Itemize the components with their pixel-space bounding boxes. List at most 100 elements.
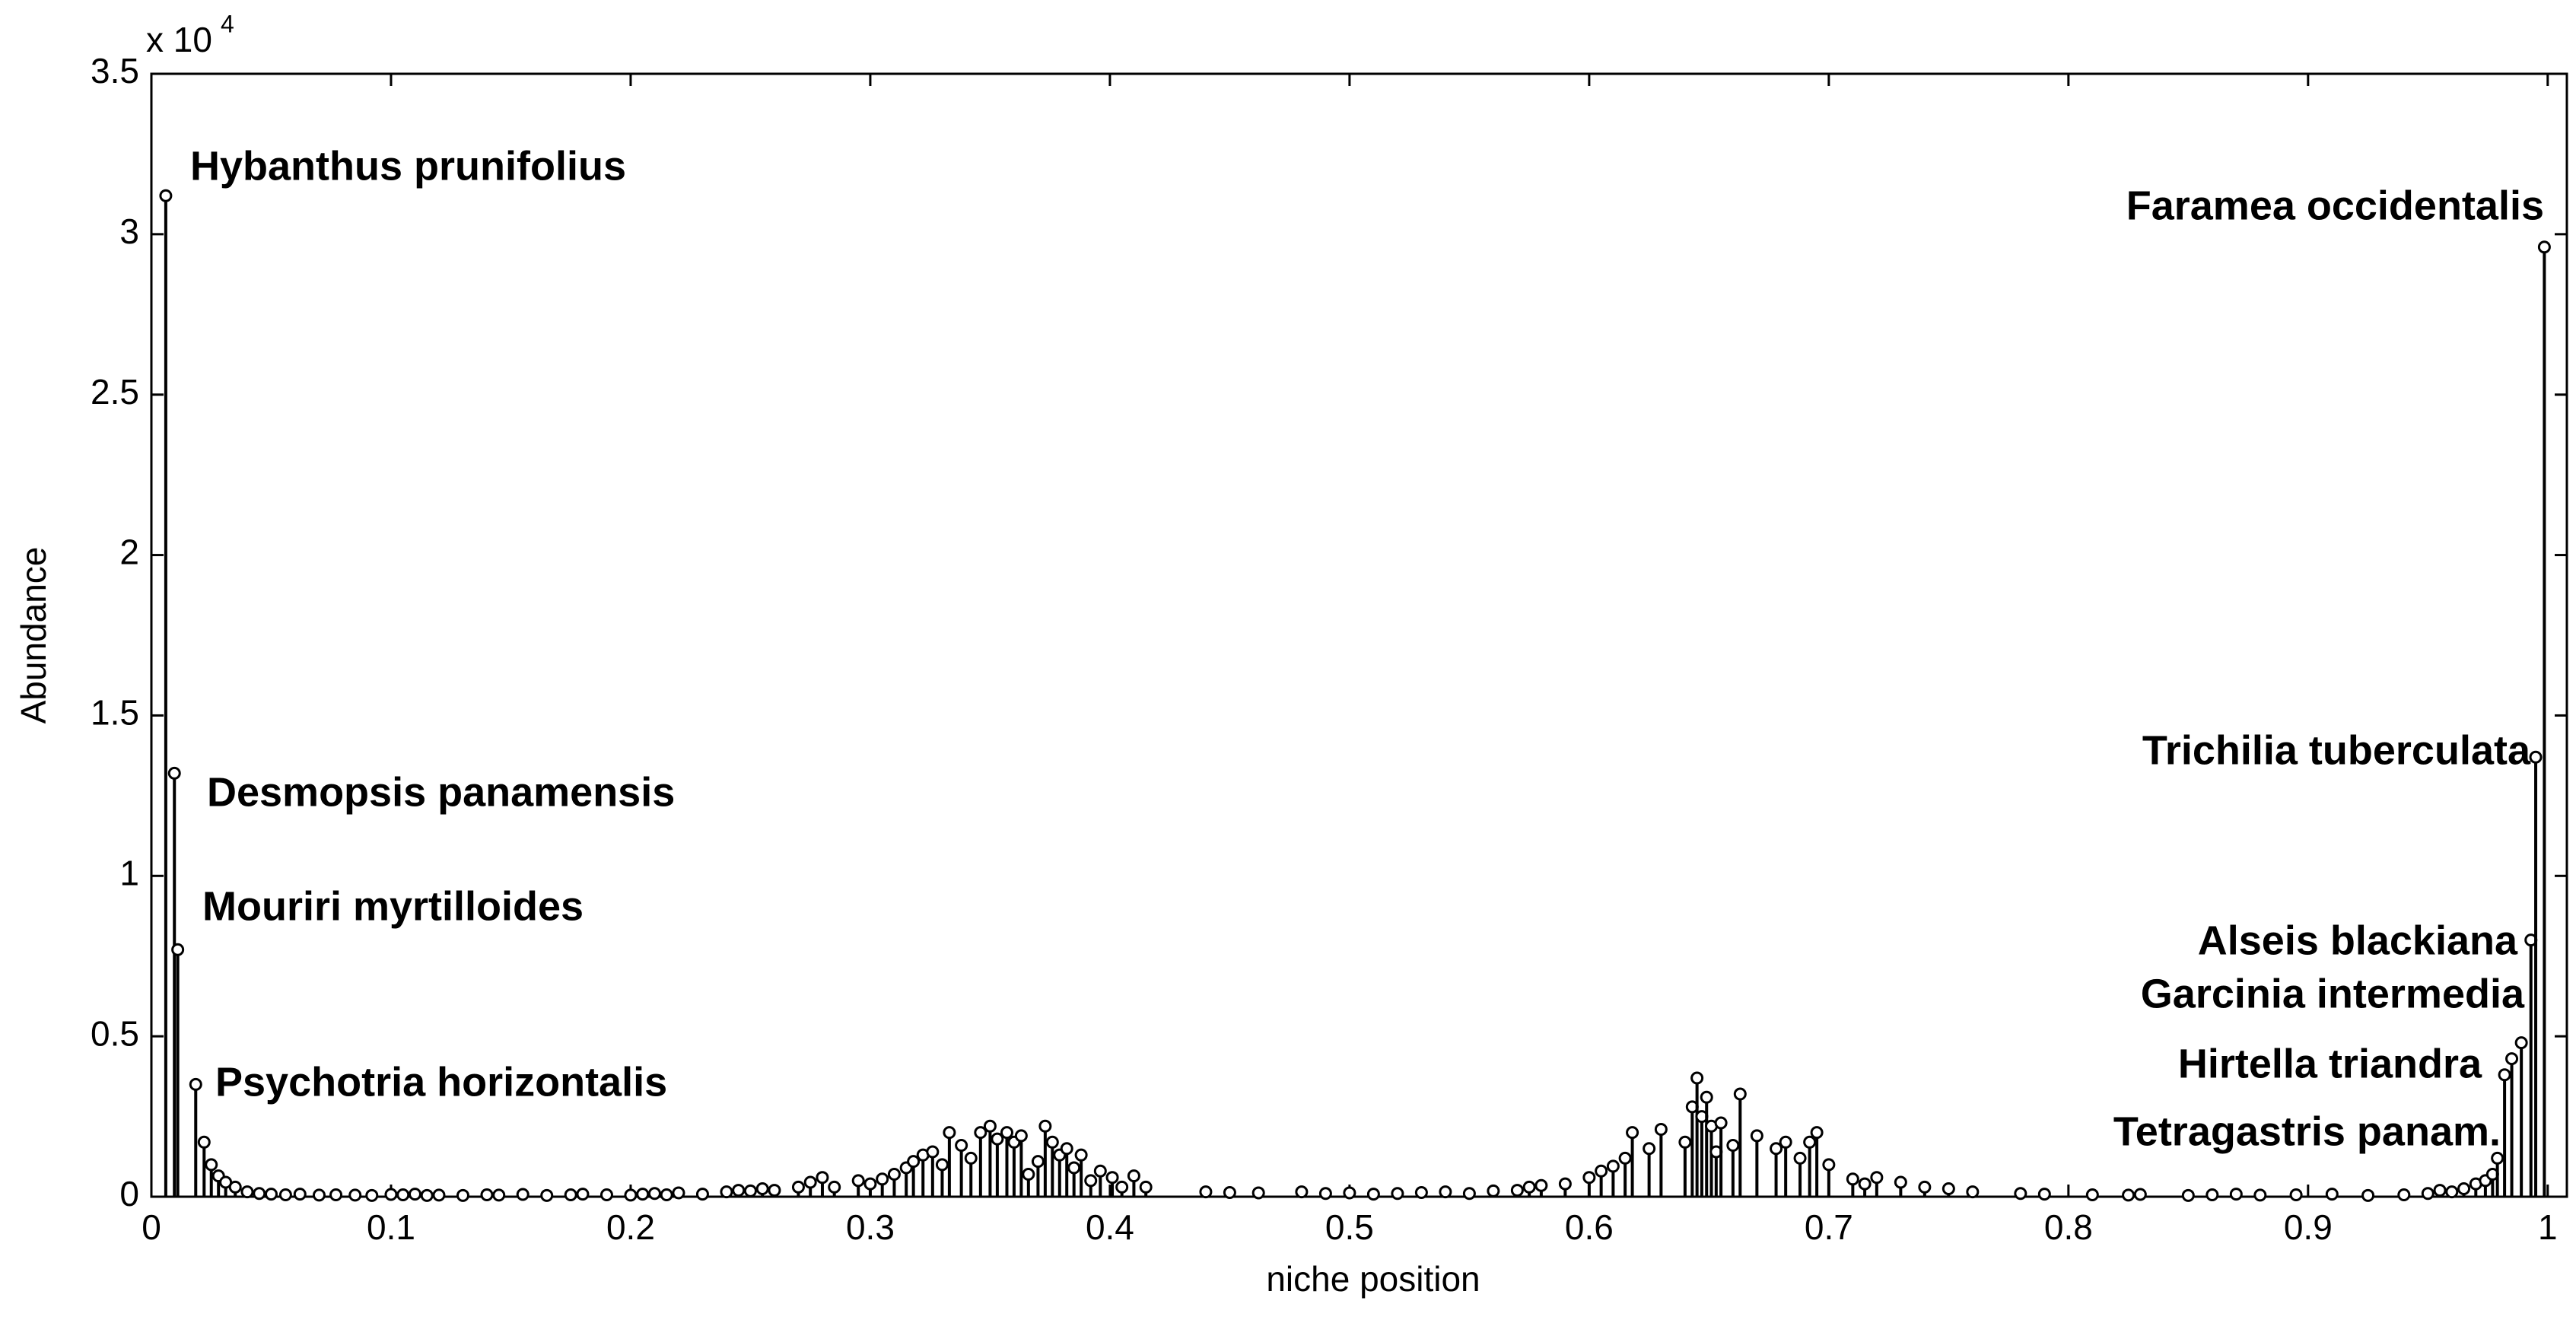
stem-marker bbox=[695, 1188, 709, 1201]
stem-marker bbox=[672, 1186, 685, 1200]
stem-marker bbox=[2253, 1188, 2267, 1202]
stem-marker bbox=[576, 1188, 590, 1201]
stem-marker bbox=[1391, 1187, 1404, 1201]
annotation: Hybanthus prunifolius bbox=[190, 143, 626, 189]
stem-marker bbox=[907, 1155, 921, 1169]
stem-marker bbox=[312, 1188, 326, 1202]
stem-marker bbox=[1942, 1181, 1955, 1195]
stem-marker bbox=[456, 1188, 469, 1202]
stem-marker bbox=[2229, 1188, 2243, 1201]
stem-marker bbox=[1439, 1185, 1452, 1199]
stem-marker bbox=[189, 1077, 202, 1091]
y-tick-label: 0.5 bbox=[91, 1013, 139, 1053]
stem-marker bbox=[365, 1188, 379, 1202]
stem-marker bbox=[1894, 1175, 1907, 1189]
stem-marker bbox=[2289, 1188, 2303, 1201]
stem-marker bbox=[2181, 1188, 2195, 1202]
stem-marker bbox=[1462, 1187, 1476, 1201]
x-tick-label: 0.8 bbox=[2044, 1207, 2093, 1247]
stem-marker bbox=[887, 1167, 901, 1181]
stem-marker bbox=[1045, 1135, 1059, 1149]
stem-marker bbox=[828, 1180, 841, 1194]
stem-marker bbox=[991, 1132, 1004, 1146]
stem-marker bbox=[851, 1174, 865, 1188]
stem-marker bbox=[1074, 1148, 1088, 1162]
stem-marker bbox=[1067, 1161, 1081, 1175]
stem-marker bbox=[1060, 1142, 1073, 1156]
stem-marker bbox=[1000, 1126, 1013, 1140]
stem-marker bbox=[2133, 1188, 2147, 1201]
y-axis-label: Abundance bbox=[14, 547, 53, 724]
stem-marker bbox=[768, 1184, 781, 1197]
stem-marker bbox=[1870, 1171, 1884, 1185]
stem-marker bbox=[863, 1177, 877, 1191]
stem-marker bbox=[1733, 1087, 1747, 1101]
stem-marker bbox=[1770, 1142, 1783, 1156]
stem-marker bbox=[253, 1187, 266, 1201]
stem-marker bbox=[432, 1188, 446, 1202]
annotation: Garcinia intermedia bbox=[2141, 971, 2525, 1016]
stem-marker bbox=[1606, 1159, 1620, 1173]
x-tick-label: 0.7 bbox=[1805, 1207, 1853, 1247]
stem-marker bbox=[1139, 1180, 1153, 1194]
stem-marker bbox=[647, 1187, 661, 1201]
stem-marker bbox=[408, 1188, 421, 1201]
stem-marker bbox=[1115, 1180, 1129, 1194]
stem-marker bbox=[1618, 1151, 1632, 1165]
stem-marker bbox=[1534, 1178, 1548, 1192]
stem-marker bbox=[1822, 1158, 1836, 1172]
stem-marker bbox=[2457, 1181, 2471, 1195]
stem-marker bbox=[1295, 1185, 1309, 1199]
stem-marker bbox=[228, 1180, 242, 1194]
stem-marker bbox=[1626, 1126, 1639, 1140]
stem-marker bbox=[2529, 750, 2543, 764]
y-tick-label: 1.5 bbox=[91, 693, 139, 733]
stem-marker bbox=[171, 943, 185, 956]
stem-marker bbox=[974, 1126, 987, 1140]
stem-marker bbox=[396, 1188, 410, 1201]
stem-marker bbox=[1084, 1174, 1098, 1188]
x-tick-label: 0 bbox=[142, 1207, 161, 1247]
stem-marker bbox=[205, 1158, 218, 1172]
annotation: Tetragastris panam. bbox=[2113, 1108, 2501, 1154]
stem-marker bbox=[2085, 1188, 2099, 1201]
stem-marker bbox=[2445, 1185, 2459, 1199]
stem-marker bbox=[159, 189, 173, 202]
stem-marker bbox=[329, 1188, 343, 1201]
stem-marker bbox=[1522, 1180, 1536, 1194]
stem-marker bbox=[2421, 1187, 2434, 1201]
stem-marker bbox=[636, 1188, 650, 1201]
x-tick-label: 0.3 bbox=[846, 1207, 895, 1247]
stem-marker bbox=[264, 1188, 278, 1201]
y-tick-label: 0 bbox=[119, 1174, 139, 1213]
stem-marker bbox=[1779, 1135, 1792, 1149]
x-tick-label: 1 bbox=[2538, 1207, 2558, 1247]
stem-marker bbox=[1038, 1119, 1052, 1133]
stem-marker bbox=[1803, 1135, 1817, 1149]
stem-marker bbox=[964, 1151, 978, 1165]
stem-marker bbox=[1726, 1139, 1740, 1153]
stem-marker bbox=[935, 1158, 949, 1172]
stem-marker bbox=[732, 1184, 746, 1197]
stem-marker bbox=[983, 1119, 997, 1133]
stem-marker bbox=[1251, 1186, 1265, 1200]
x-tick-label: 0.2 bbox=[606, 1207, 655, 1247]
stem-marker bbox=[1793, 1151, 1807, 1165]
stem-marker bbox=[420, 1188, 434, 1202]
y-multiplier: x 10 bbox=[146, 20, 212, 59]
stem-marker bbox=[2498, 1068, 2511, 1082]
stem-marker bbox=[1810, 1126, 1824, 1140]
stem-marker bbox=[1487, 1184, 1500, 1197]
stem-marker bbox=[755, 1181, 769, 1195]
stem-marker bbox=[2361, 1188, 2375, 1202]
stem-marker bbox=[1595, 1164, 1608, 1178]
stem-marker bbox=[1031, 1155, 1045, 1169]
stem-marker bbox=[348, 1188, 362, 1202]
y-multiplier-exponent: 4 bbox=[221, 10, 234, 37]
stem-marker bbox=[624, 1188, 638, 1202]
stem-marker bbox=[492, 1188, 506, 1202]
stem-marker bbox=[2537, 240, 2551, 254]
stem-marker bbox=[167, 766, 181, 780]
